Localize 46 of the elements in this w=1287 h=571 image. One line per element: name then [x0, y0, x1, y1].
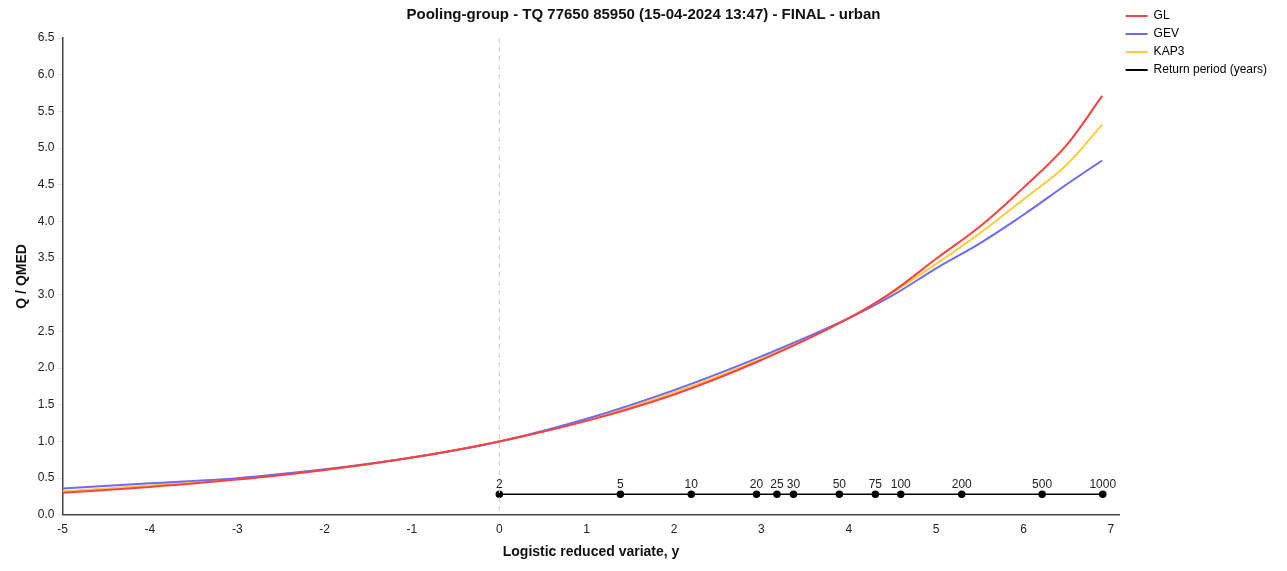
y-tick-label: 4.0 — [37, 213, 55, 228]
annotation: 30 — [786, 476, 801, 491]
y-tick-label: 6.5 — [37, 30, 55, 45]
y-tick-label: 3.5 — [37, 250, 55, 265]
annotation: 1000 — [1089, 476, 1117, 491]
y-tick-label: 2.0 — [37, 360, 55, 375]
chart-title: Pooling-group - TQ 77650 85950 (15-04-2024 13:47) - FINAL - urban — [406, 5, 881, 23]
legend-label: Return period (years) — [1153, 62, 1268, 77]
annotation: 20 — [749, 476, 764, 491]
annotation: 100 — [890, 476, 912, 491]
annotation: 5 — [617, 476, 625, 491]
y-tick-label: 5.5 — [37, 103, 55, 118]
annotation: 10 — [684, 476, 699, 491]
x-tick-label: -1 — [406, 522, 418, 537]
x-tick-label: 2 — [670, 522, 678, 537]
x-axis-title: Logistic reduced variate, y — [502, 543, 680, 560]
legend-label: GL — [1153, 8, 1170, 23]
y-axis-title: Q / QMED — [13, 244, 30, 309]
y-tick-label: 3.0 — [37, 287, 55, 302]
legend-label: KAP3 — [1153, 44, 1185, 59]
annotation: 500 — [1032, 476, 1053, 491]
x-tick-label: 3 — [758, 522, 766, 537]
x-tick-label: -5 — [57, 522, 69, 537]
x-tick-label: -3 — [231, 522, 243, 537]
y-tick-label: 1.5 — [37, 397, 55, 412]
y-tick-label: 2.5 — [37, 323, 55, 338]
y-tick-label: 1.0 — [37, 433, 55, 448]
y-tick-label: 6.0 — [37, 66, 55, 81]
y-tick-label: 5.0 — [37, 140, 55, 155]
legend-label: GEV — [1153, 26, 1179, 41]
x-tick-label: -4 — [144, 522, 156, 537]
y-tick-label: 4.5 — [37, 177, 55, 192]
annotation: 25 — [770, 476, 784, 491]
x-tick-label: 6 — [1020, 522, 1028, 537]
x-tick-label: 5 — [932, 522, 940, 537]
y-tick-label: 0.5 — [37, 470, 55, 485]
annotation: 2 — [495, 476, 503, 491]
annotation: 200 — [951, 476, 973, 491]
x-tick-label: 7 — [1107, 522, 1115, 537]
x-tick-label: -2 — [319, 522, 331, 537]
x-tick-label: 4 — [845, 522, 853, 537]
x-tick-label: 0 — [495, 522, 503, 537]
y-tick-label: 0.0 — [37, 507, 55, 522]
annotation: 75 — [868, 476, 883, 491]
x-tick-label: 1 — [583, 522, 591, 537]
annotation: 50 — [832, 476, 847, 491]
